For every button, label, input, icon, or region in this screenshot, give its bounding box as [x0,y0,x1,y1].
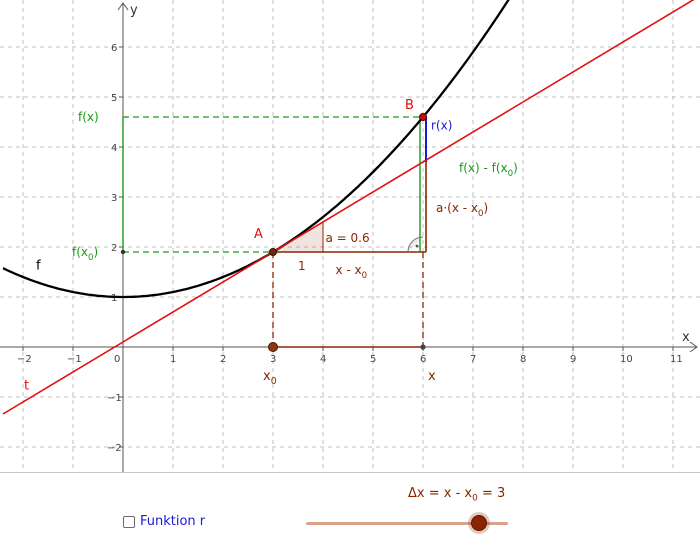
control-panel [0,473,700,550]
x-tick-label: 1 [170,354,176,365]
point-x0[interactable] [268,342,278,352]
y-tick-label: 6 [111,43,117,54]
y-tick-label: −2 [107,443,122,454]
function-f-curve[interactable] [2,0,696,299]
y-tick-label: −1 [107,393,122,404]
y-tick-label: 2 [111,243,117,254]
slider-label-main: Δx = x - x [408,486,473,501]
a-term-label: a·(x - x0) [436,201,488,219]
x-tick-label: 2 [220,354,226,365]
x0-label: x0 [263,369,277,387]
labels: A Bf t f(x) f(x0) x0 x r(x) f(x) - f(x0) a·(x - x… [24,98,518,394]
x-tick-label: 5 [370,354,376,365]
right-angle-arc [407,236,424,253]
point-A[interactable] [269,248,277,256]
x-tick-label: 10 [620,354,633,365]
tangent-t-label: t [24,379,29,394]
grid [0,0,700,472]
checkbox-label: Funktion r [140,514,206,529]
panel-divider [0,472,700,473]
x-tick-label: 0 [114,354,120,365]
y-tick-label: 5 [111,93,117,104]
function-f-label: f [36,259,41,274]
x-axis-label: x [682,330,690,345]
rx-label: r(x) [431,119,452,133]
construction-lines [122,116,427,348]
x-tick-label: 6 [420,354,426,365]
curves [2,0,698,415]
point-B[interactable] [419,113,427,121]
checkbox-box[interactable] [123,516,135,528]
point-fx0-axis [120,249,126,255]
tangent-t-line[interactable] [2,0,698,415]
slider-label-sub: 0 [472,493,478,504]
y-tick-label: 4 [111,143,117,154]
x-tick-label: 11 [670,354,683,365]
y-axis-label: y [130,3,138,18]
x-tick-label: 7 [470,354,476,365]
run-label: x - x0 [336,263,368,281]
slider-label: Δx = x - x0 = 3 [408,486,505,504]
point-B-label: B [405,98,414,113]
x-tick-label: −1 [67,354,82,365]
y-tick-label: 1 [111,293,117,304]
x-tick-label: 9 [570,354,576,365]
x-tick-label: 4 [320,354,326,365]
x-tick-label: −2 [17,354,32,365]
run-one-label: 1 [298,259,306,273]
slope-label: a = 0.6 [326,231,370,245]
points[interactable] [120,113,427,352]
y-axis-arrow [117,2,129,11]
right-angle-dot [415,244,419,248]
function-r-checkbox[interactable]: Funktion r [123,514,205,530]
x-tick-label: 8 [520,354,526,365]
difference-label: f(x) - f(x0) [459,161,518,179]
x-axis-arrow [689,341,698,353]
point-x[interactable] [420,344,426,350]
y-tick-label: 3 [111,193,117,204]
x-tick-label: 3 [270,354,276,365]
point-A-label: A [254,227,263,242]
fx-label: f(x) [78,110,99,124]
x-label: x [428,369,436,384]
delta-x-slider-track[interactable] [306,522,508,525]
fx0-label: f(x0) [72,245,98,263]
graphics-view[interactable]: x y −2 −1 0 1 2 3 4 5 6 7 8 9 10 11 −2 −1 1 2 3 4 5 6 A Bf t f(x) f… [0,0,700,472]
slider-label-end: = 3 [477,486,506,501]
delta-x-slider-thumb[interactable] [471,515,488,531]
